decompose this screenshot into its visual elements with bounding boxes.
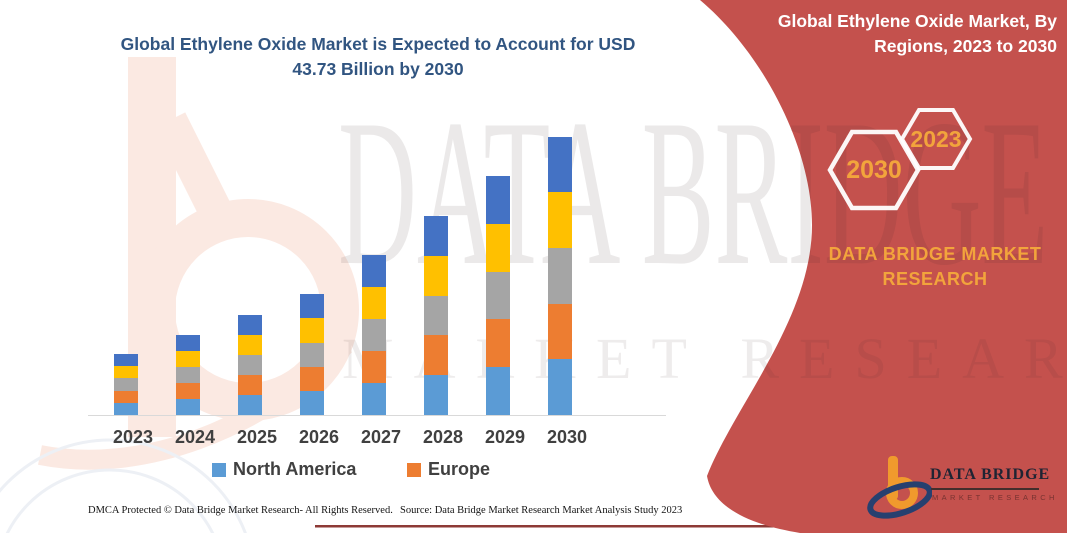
bar-segment-2023-series4 [114, 366, 138, 379]
bar-segment-2025-series2 [238, 375, 262, 396]
logo-rule [931, 488, 1039, 490]
bar-segment-2026-series2 [300, 366, 324, 391]
brand-panel-text: DATA BRIDGE MARKET RESEARCH [800, 242, 1067, 292]
databridge-b-icon [867, 456, 932, 519]
x-axis-label-2025: 2025 [236, 427, 278, 447]
x-axis-label-2029: 2029 [484, 427, 526, 447]
bar-segment-2024-series4 [176, 350, 200, 367]
bar-segment-2025-series1 [238, 395, 262, 415]
bar-segment-2027-series3 [362, 319, 386, 352]
bar-segment-2030-series4 [548, 192, 572, 249]
bar-segment-2029-series5 [486, 175, 510, 224]
bar-segment-2029-series4 [486, 223, 510, 272]
bar-segment-2028-series3 [424, 295, 448, 336]
bar-segment-2024-series3 [176, 366, 200, 383]
chart-title: Global Ethylene Oxide Market is Expected… [100, 32, 656, 82]
bar-segment-2025-series4 [238, 335, 262, 356]
bar-segment-2024-series1 [176, 398, 200, 415]
bar-segment-2023-series1 [114, 402, 138, 415]
legend-swatch-europe [407, 462, 421, 477]
bar-segment-2029-series2 [486, 319, 510, 368]
x-axis-label-2027: 2027 [360, 427, 402, 447]
bar-segment-2023-series3 [114, 378, 138, 391]
bar-segment-2028-series4 [424, 255, 448, 296]
legend-swatch-north-america [212, 462, 226, 477]
bar-segment-2025-series5 [238, 315, 262, 336]
legend-item-europe: Europe [407, 459, 490, 480]
chart-title-line1: Global Ethylene Oxide Market is Expected… [120, 34, 636, 54]
x-axis-label-2030: 2030 [546, 427, 588, 447]
bar-segment-2026-series5 [300, 294, 324, 319]
x-axis-label-2026: 2026 [298, 427, 340, 447]
legend-label-europe: Europe [428, 459, 491, 479]
bar-segment-2023-series2 [114, 390, 138, 403]
bar-segment-2026-series1 [300, 390, 324, 415]
x-axis-line [88, 415, 666, 416]
bar-segment-2027-series1 [362, 383, 386, 415]
bar-segment-2028-series5 [424, 216, 448, 256]
bar-segment-2030-series5 [548, 136, 572, 193]
chart-legend: North America Europe [0, 459, 700, 481]
brand-panel-line1: DATA BRIDGE MARKET [828, 244, 1042, 264]
banner-title-line1: Global Ethylene Oxide Market, By [777, 11, 1057, 31]
brand-panel-line2: RESEARCH [882, 269, 988, 289]
bar-segment-2026-series4 [300, 318, 324, 343]
legend-label-north-america: North America [233, 459, 357, 479]
banner-title: Global Ethylene Oxide Market, By Regions… [737, 9, 1057, 59]
bar-segment-2028-series1 [424, 375, 448, 415]
bar-segment-2030-series2 [548, 303, 572, 360]
logo-name-text: DATA BRIDGE [930, 466, 1051, 483]
bar-segment-2026-series3 [300, 342, 324, 367]
chart-title-line2: 43.73 Billion by 2030 [292, 59, 464, 79]
footer-dmca: DMCA Protected © Data Bridge Market Rese… [88, 505, 393, 516]
bar-segment-2024-series2 [176, 382, 200, 399]
x-axis-label-2023: 2023 [112, 427, 154, 447]
footer-source: Source: Data Bridge Market Research Mark… [400, 505, 683, 516]
bar-segment-2030-series1 [548, 359, 572, 415]
logo-subtext: MARKET RESEARCH [932, 493, 1058, 502]
bar-segment-2027-series2 [362, 351, 386, 384]
bar-segment-2025-series3 [238, 355, 262, 376]
bar-segment-2029-series1 [486, 367, 510, 415]
legend-item-north-america: North America [212, 459, 356, 480]
banner-title-line2: Regions, 2023 to 2030 [874, 36, 1057, 56]
bar-segment-2023-series5 [114, 353, 138, 367]
bar-segment-2029-series3 [486, 271, 510, 320]
bar-segment-2027-series4 [362, 287, 386, 320]
bar-segment-2024-series5 [176, 334, 200, 351]
x-axis-label-2028: 2028 [422, 427, 464, 447]
bar-segment-2028-series2 [424, 335, 448, 376]
databridge-logo: DATA BRIDGE MARKET RESEARCH [866, 448, 1056, 523]
bar-segment-2027-series5 [362, 255, 386, 288]
bar-segment-2030-series3 [548, 248, 572, 304]
x-axis-label-2024: 2024 [174, 427, 216, 447]
